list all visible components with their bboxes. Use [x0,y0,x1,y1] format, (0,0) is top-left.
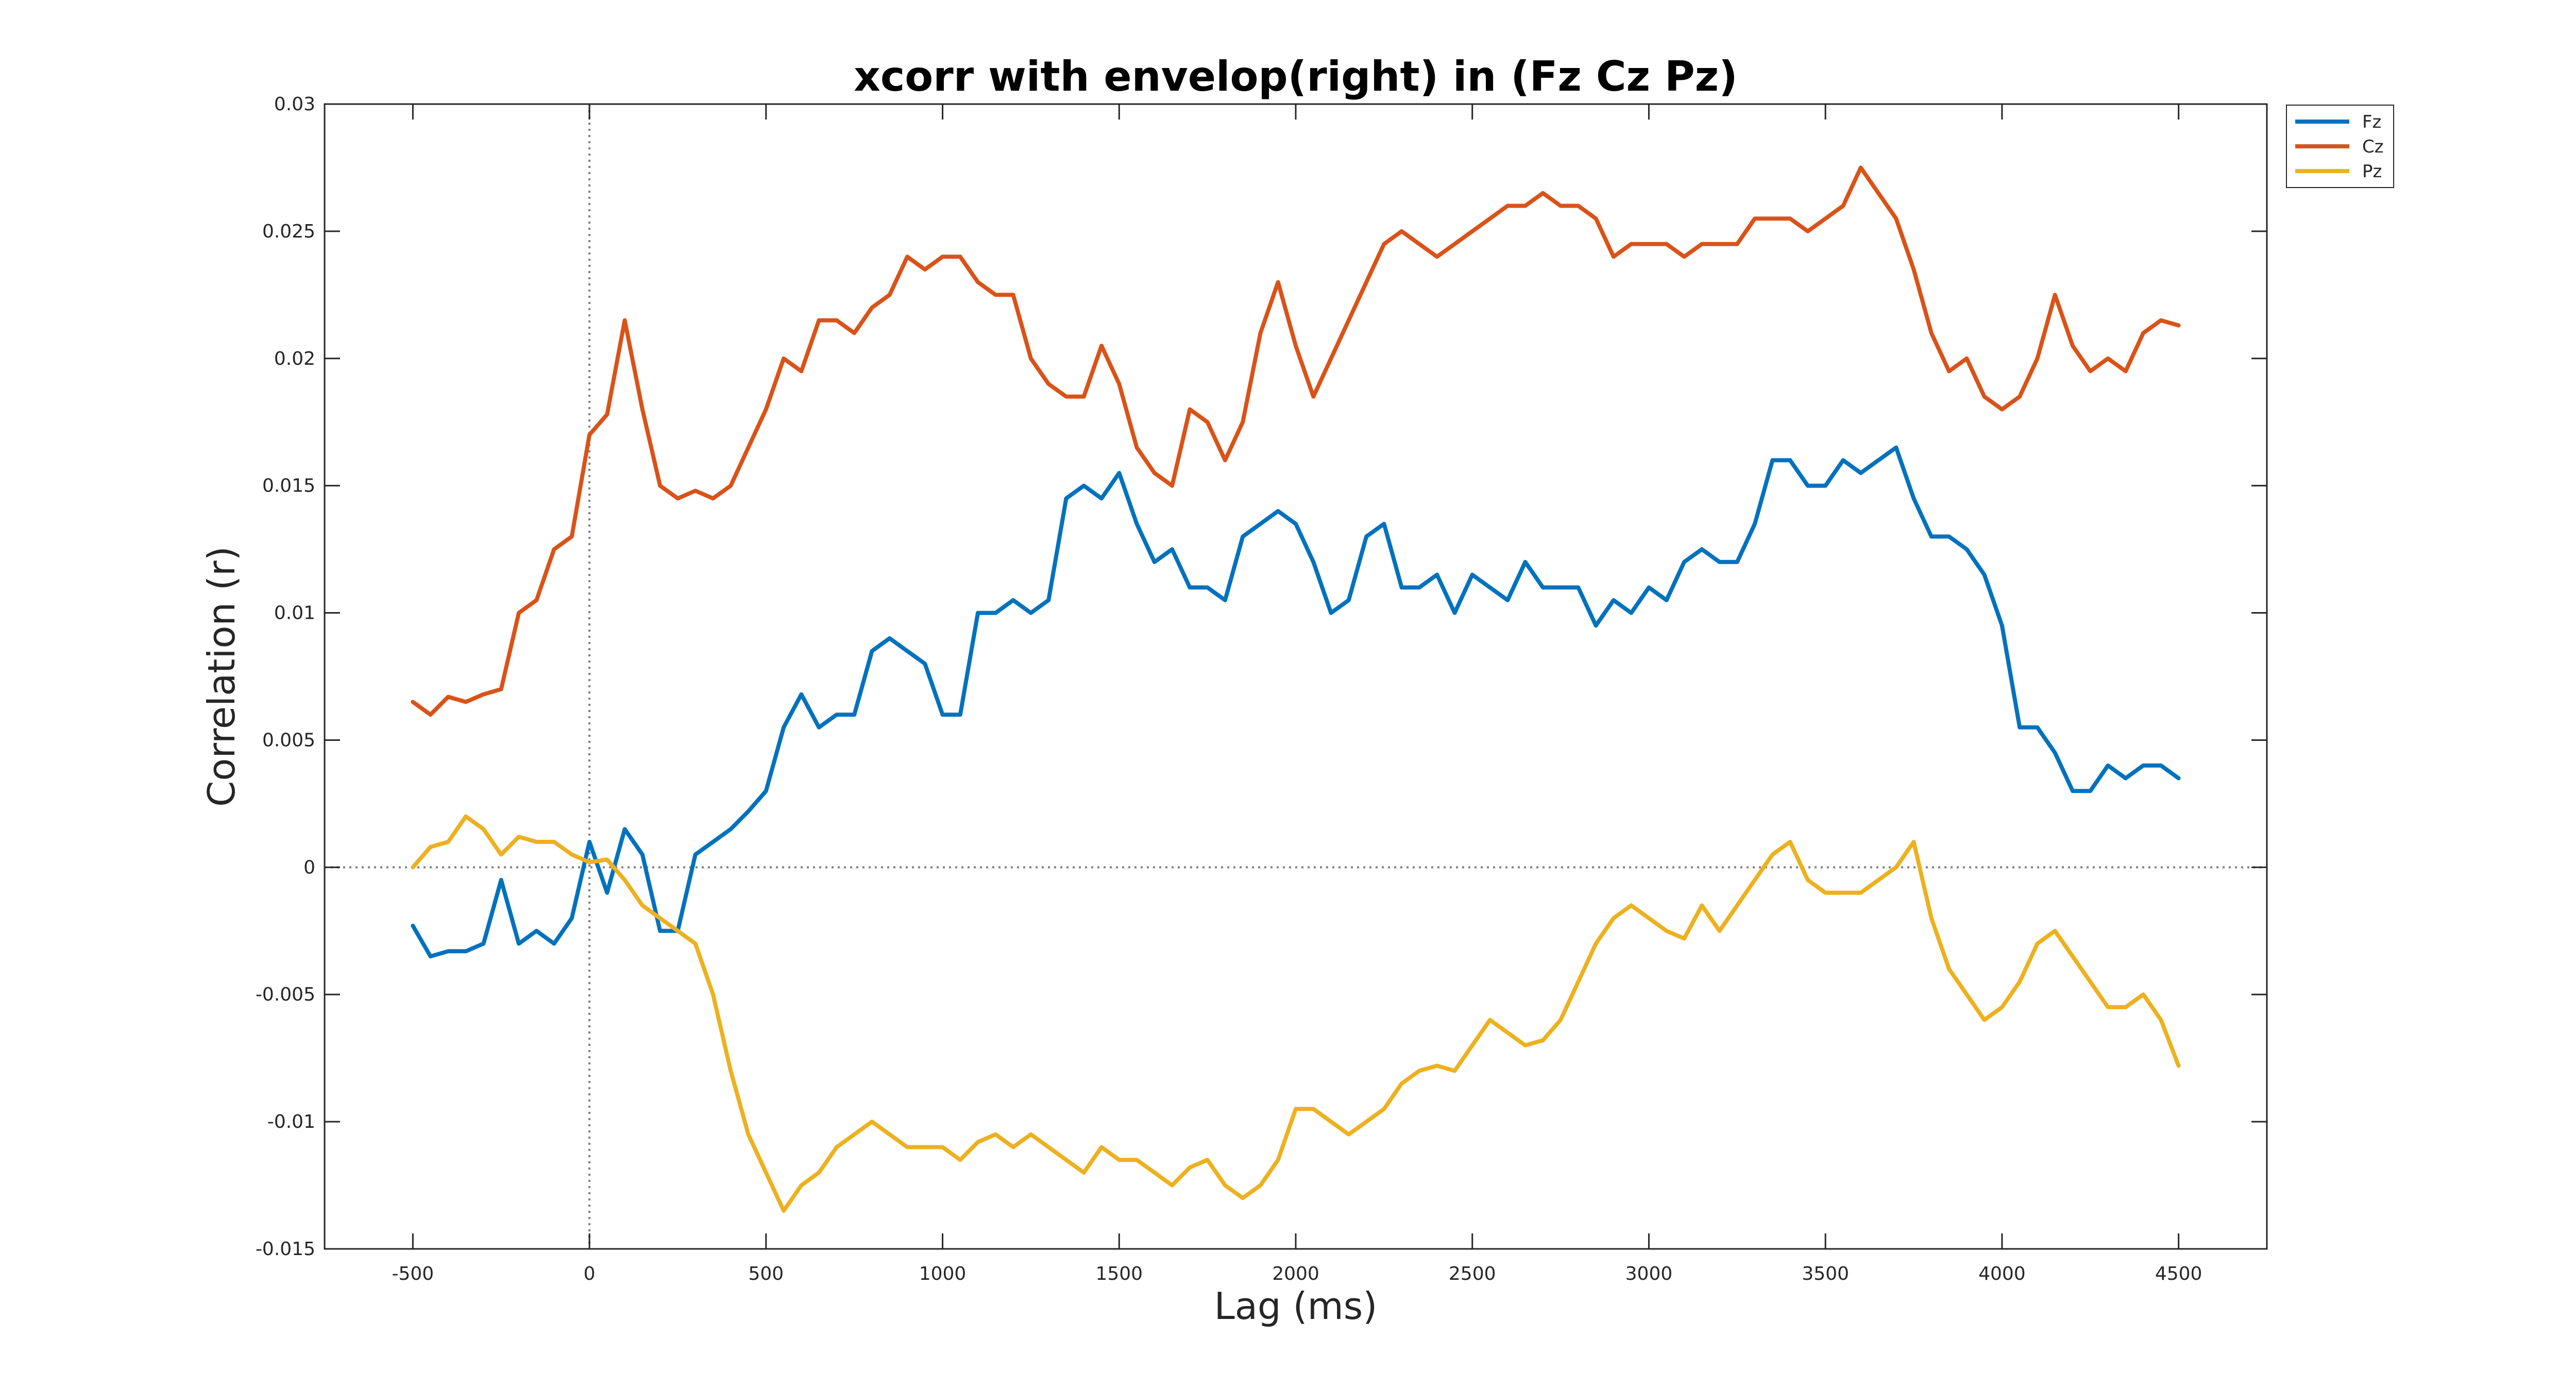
y-axis-ticks: -0.015 -0.01 -0.005 0 0.005 0.01 0.015 0.02 0.02… [256,94,2267,1260]
y-tick-label: 0.005 [262,730,315,751]
y-tick-label: 0 [303,857,315,878]
series-line-pz [411,814,2181,1213]
y-tick-label: 0.025 [262,221,315,242]
x-tick-label: 0 [584,1263,596,1284]
x-tick-label: -500 [392,1263,434,1284]
legend-label-cz: Cz [2362,137,2384,157]
series-line-fz [411,445,2181,959]
y-tick-label: 0.01 [274,603,315,624]
series-lines [411,165,2181,1213]
legend-label-pz: Pz [2362,161,2382,182]
legend: Fz Cz Pz [2286,105,2394,188]
x-tick-label: 2000 [1272,1263,1319,1284]
y-tick-label: 0.015 [262,476,315,497]
y-tick-label: -0.01 [267,1111,315,1132]
y-tick-label: -0.015 [256,1239,315,1260]
x-axis-label: Lag (ms) [1214,1284,1378,1328]
reference-lines [325,104,2267,1249]
x-tick-label: 1000 [919,1263,967,1284]
x-tick-label: 2500 [1449,1263,1496,1284]
x-tick-label: 500 [748,1263,784,1284]
x-tick-label: 1500 [1095,1263,1143,1284]
x-tick-label: 3500 [1802,1263,1849,1284]
chart-title: xcorr with envelop(right) in (Fz Cz Pz) [854,53,1737,100]
y-tick-label: 0.03 [274,94,315,115]
plot-area [324,103,2268,1250]
legend-label-fz: Fz [2362,112,2381,132]
x-axis-ticks: -500 0 500 1000 1500 2000 2500 3000 3500 4000 4500 [392,104,2202,1284]
y-tick-label: -0.005 [256,984,315,1005]
x-tick-label: 4000 [1978,1263,2026,1284]
x-tick-label: 4500 [2155,1263,2202,1284]
x-tick-label: 3000 [1625,1263,1673,1284]
y-tick-label: 0.02 [274,348,315,369]
y-axis-label: Correlation (r) [200,546,243,807]
series-line-cz [411,165,2181,717]
